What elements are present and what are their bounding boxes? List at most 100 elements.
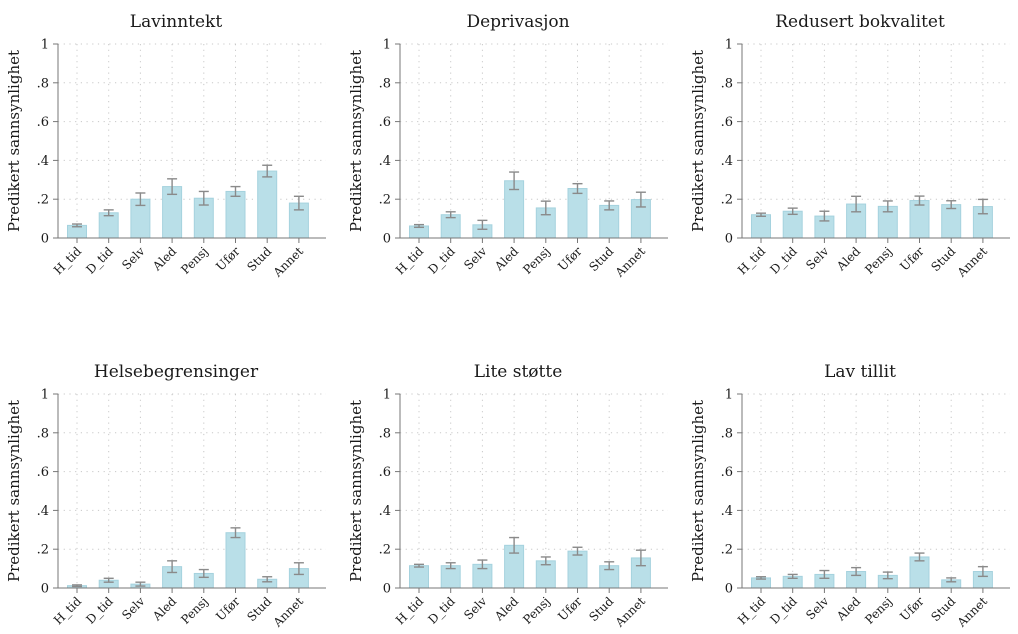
x-tick-label: Annet: [270, 244, 306, 280]
x-tick-label: Pensj: [520, 594, 553, 627]
y-tick-label: .8: [721, 426, 733, 441]
x-tick-label: Annet: [612, 244, 648, 280]
bar: [409, 565, 429, 589]
y-tick-label: .6: [721, 465, 733, 480]
panel-6: Lav tillit Predikert sannsynlighet 0 .2 .4 .6…: [689, 362, 1010, 630]
chart-title: Lav tillit: [824, 362, 896, 382]
panel-2: Deprivasjon Predikert sannsynlighet 0 .2 .4.…: [347, 12, 668, 280]
x-tick-label: Selv: [461, 594, 489, 622]
y-tick-label: 0: [725, 232, 733, 247]
y-tick-label: 1: [725, 388, 733, 403]
x-tick-label: Pensj: [178, 244, 211, 277]
x-tick-label: Aled: [149, 594, 179, 624]
x-tick-label: Ufør: [213, 244, 243, 274]
bar: [909, 556, 930, 589]
panel-3: Redusert bokvalitet Predikert sannsynligh…: [689, 12, 1010, 280]
x-tick-label: Annet: [270, 594, 306, 630]
x-tick-label: Pensj: [520, 244, 553, 277]
x-tick-label: Selv: [119, 594, 147, 622]
y-tick-label: 1: [41, 388, 49, 403]
y-tick-label: 0: [383, 232, 391, 247]
y-tick-label: .6: [379, 465, 391, 480]
x-tick-label: Aled: [491, 244, 521, 274]
y-tick-label: .6: [721, 115, 733, 130]
x-tick-label: D_tid: [425, 594, 458, 627]
chart-title: Lite støtte: [474, 362, 563, 382]
y-tick-label: .6: [379, 115, 391, 130]
x-tick-label: Aled: [149, 244, 179, 274]
x-tick-label: H_tid: [735, 244, 768, 277]
y-axis-label: Predikert sannsynlighet: [347, 50, 365, 232]
y-tick-label: .8: [379, 76, 391, 91]
y-tick-label: .8: [37, 426, 49, 441]
y-tick-label: .2: [379, 543, 391, 558]
y-tick-label: 0: [383, 582, 391, 597]
bar: [909, 200, 930, 239]
y-tick-label: .8: [379, 426, 391, 441]
x-tick-label: Annet: [954, 244, 990, 280]
y-tick-label: 0: [41, 232, 49, 247]
bar: [782, 210, 803, 239]
x-tick-label: Pensj: [862, 244, 895, 277]
x-tick-label: H_tid: [51, 244, 84, 277]
x-tick-label: D_tid: [425, 244, 458, 277]
y-axis-label: Predikert sannsynlighet: [5, 50, 23, 232]
bar: [98, 212, 119, 239]
chart-title: Deprivasjon: [466, 12, 569, 32]
x-tick-label: Aled: [833, 594, 863, 624]
y-axis-label: Predikert sannsynlighet: [5, 400, 23, 582]
y-tick-label: 1: [383, 38, 391, 53]
x-tick-label: Ufør: [555, 594, 585, 624]
chart-title: Redusert bokvalitet: [775, 12, 945, 32]
y-tick-label: 1: [41, 38, 49, 53]
x-tick-label: H_tid: [51, 594, 84, 627]
y-tick-label: .4: [379, 504, 391, 519]
x-tick-label: H_tid: [735, 594, 768, 627]
x-tick-label: Selv: [119, 244, 147, 272]
x-tick-label: Aled: [491, 594, 521, 624]
bar: [751, 214, 771, 239]
y-axis-label: Predikert sannsynlighet: [347, 400, 365, 582]
y-tick-label: 1: [383, 388, 391, 403]
x-tick-label: Annet: [612, 594, 648, 630]
bar: [225, 532, 246, 589]
bar: [225, 190, 246, 239]
x-tick-label: H_tid: [393, 244, 426, 277]
panel-5: Lite støtte Predikert sannsynlighet 0 .2 .4.…: [347, 362, 668, 630]
y-tick-label: .8: [721, 76, 733, 91]
x-tick-label: Ufør: [897, 244, 927, 274]
x-tick-label: Selv: [803, 594, 831, 622]
y-tick-label: .2: [379, 193, 391, 208]
y-tick-label: .2: [37, 193, 49, 208]
y-tick-label: 0: [725, 582, 733, 597]
y-tick-label: 1: [725, 38, 733, 53]
y-tick-label: 0: [41, 582, 49, 597]
x-tick-label: Aled: [833, 244, 863, 274]
bar: [257, 170, 278, 239]
bar: [567, 188, 588, 239]
y-tick-label: .6: [37, 465, 49, 480]
x-tick-label: Ufør: [555, 244, 585, 274]
y-tick-label: .2: [721, 193, 733, 208]
y-tick-label: .4: [721, 154, 733, 169]
bar: [567, 550, 588, 589]
y-axis-label: Predikert sannsynlighet: [689, 50, 707, 232]
x-tick-label: Ufør: [213, 594, 243, 624]
y-axis-label: Predikert sannsynlighet: [689, 400, 707, 582]
y-tick-label: .4: [721, 504, 733, 519]
x-tick-label: Annet: [954, 594, 990, 630]
x-tick-label: Pensj: [178, 594, 211, 627]
y-tick-label: .6: [37, 115, 49, 130]
panel-4: Helsebegrensinger Predikert sannsynlighet…: [5, 362, 326, 630]
x-tick-label: D_tid: [767, 594, 800, 627]
x-tick-label: Selv: [461, 244, 489, 272]
chart-title: Lavinntekt: [130, 12, 223, 32]
panel-1: Lavinntekt Predikert sannsynlighet 0 .2 .4 .6…: [5, 12, 326, 280]
y-tick-label: .2: [37, 543, 49, 558]
y-tick-label: .2: [721, 543, 733, 558]
x-tick-label: D_tid: [83, 594, 116, 627]
x-tick-label: Selv: [803, 244, 831, 272]
bar: [941, 204, 962, 239]
x-tick-label: H_tid: [393, 594, 426, 627]
